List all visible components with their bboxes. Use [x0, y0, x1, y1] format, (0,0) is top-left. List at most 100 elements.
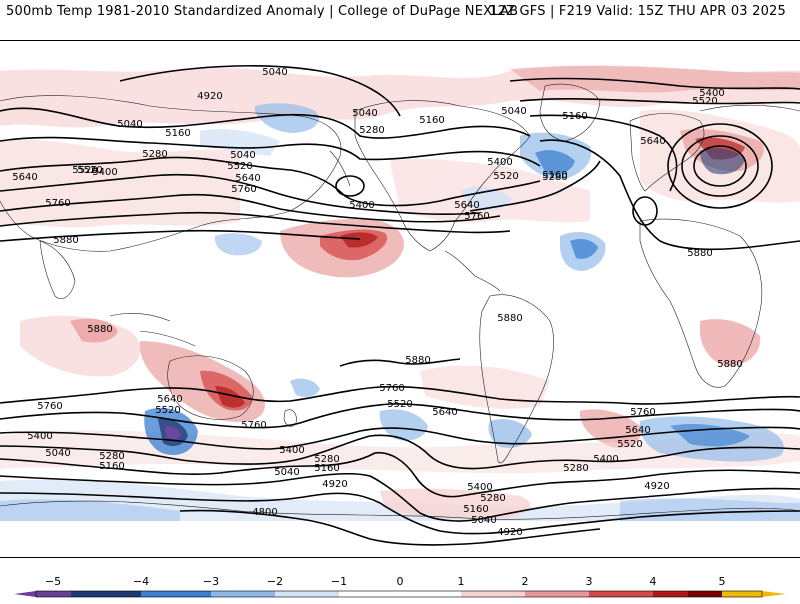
contour-closed-low	[667, 123, 773, 209]
colorbar-tick-label: 0	[397, 575, 404, 588]
coastline-new-zealand	[283, 409, 297, 427]
contour-label: 5040	[230, 150, 255, 161]
colorbar-tick-label: −2	[267, 575, 283, 588]
contour-label: 5040	[501, 106, 526, 117]
colorbar-swatch	[688, 591, 722, 597]
map-title: 500mb Temp 1981-2010 Standardized Anomal…	[6, 4, 519, 19]
contour-line	[0, 211, 511, 234]
coastline-north-america	[354, 100, 531, 252]
contour-label: 5160	[562, 111, 587, 122]
anomaly-shading	[0, 65, 800, 521]
contour-label: 5280	[542, 172, 567, 183]
colorbar-swatch	[653, 591, 688, 597]
contour-line	[0, 492, 800, 535]
contour-label: 5280	[563, 463, 588, 474]
contour-line	[529, 114, 678, 192]
contour-line	[0, 403, 800, 429]
contour-label: 5280	[359, 125, 384, 136]
contour-label: 5640	[640, 136, 665, 147]
colorbar-swatch	[36, 591, 71, 597]
colorbar-outline	[35, 590, 763, 598]
contour-line	[0, 229, 361, 242]
coastline-indonesia	[109, 312, 196, 347]
coastline-india	[39, 240, 76, 300]
anomaly-area	[700, 148, 745, 175]
contour-label: 5640	[432, 407, 457, 418]
contour-label: 5640	[12, 172, 37, 183]
contour-label: 4800	[252, 507, 277, 518]
contour-line	[0, 385, 800, 405]
colorbar-swatch	[275, 591, 339, 597]
contour-label: 4920	[497, 527, 522, 538]
contour-line	[0, 193, 501, 223]
contour-closed-low	[632, 196, 658, 226]
colorbar-swatch	[525, 591, 589, 597]
contour-label: 5760	[241, 420, 266, 431]
coastline-south-america	[479, 294, 554, 464]
coastlines	[0, 83, 800, 520]
anomaly-area	[535, 150, 575, 175]
colorbar-swatch	[722, 591, 762, 597]
contour-line	[0, 136, 541, 167]
contour-label: 5040	[471, 515, 496, 526]
contour-label: 5760	[231, 184, 256, 195]
contour-label: 5160	[419, 115, 444, 126]
contour-line	[0, 426, 800, 450]
contour-label: 5880	[405, 355, 430, 366]
anomaly-area	[0, 139, 240, 228]
contour-line	[0, 472, 800, 522]
colorbar-swatches	[14, 590, 786, 598]
coastline-asia	[0, 95, 800, 252]
anomaly-area	[70, 318, 118, 343]
contour-label: 5640	[157, 394, 182, 405]
contour-label: 5520	[155, 405, 180, 416]
contour-line	[509, 77, 800, 90]
contour-line	[0, 107, 531, 139]
colorbar-tick-label: −4	[133, 575, 149, 588]
anomaly-area	[420, 365, 550, 409]
contour-label: 5400	[27, 431, 52, 442]
contour-line	[0, 173, 481, 216]
contour-label: 5760	[45, 198, 70, 209]
contour-label: 5400	[699, 88, 724, 99]
contour-label: 4920	[644, 481, 669, 492]
colorbar-swatch	[71, 591, 141, 597]
anomaly-area	[200, 129, 280, 156]
colorbar-swatch	[461, 591, 525, 597]
contour-label: 5760	[37, 401, 62, 412]
contour-label: 5520	[72, 165, 97, 176]
anomaly-area	[379, 409, 428, 441]
contour-label: 5160	[542, 170, 567, 181]
contour-line	[119, 65, 401, 117]
anomaly-area	[290, 378, 320, 397]
contour-label: 5520	[617, 439, 642, 450]
model-run-info: 12Z GFS | F219 Valid: 15Z THU APR 03 202…	[489, 4, 786, 19]
contour-label: 5400	[467, 482, 492, 493]
contour-label: 5280	[99, 451, 124, 462]
contour-label: 5760	[464, 211, 489, 222]
contour-label: 5880	[687, 248, 712, 259]
contour-line	[469, 160, 601, 212]
colorbar-tick-label: 1	[458, 575, 465, 588]
height-contours	[0, 65, 800, 546]
contour-label: 5160	[165, 128, 190, 139]
anomaly-area	[0, 499, 180, 521]
contour-label: 5640	[454, 200, 479, 211]
coastline-africa	[639, 218, 763, 388]
contour-label: 5400	[487, 157, 512, 168]
contour-label: 5280	[314, 454, 339, 465]
coastline-japan	[329, 150, 351, 187]
contour-closed-low	[693, 145, 747, 187]
contour-label: 4920	[197, 91, 222, 102]
anomaly-area	[165, 425, 181, 439]
coastline-greenland	[539, 83, 601, 142]
contour-label: 5880	[53, 235, 78, 246]
colorbar-tick-label: 4	[650, 575, 657, 588]
contour-label: 5760	[630, 407, 655, 418]
anomaly-area	[570, 239, 598, 259]
colorbar-swatch	[211, 591, 275, 597]
coastline-europe	[629, 113, 705, 192]
contour-label: 5520	[77, 165, 102, 176]
contour-label: 5400	[279, 445, 304, 456]
contour-line	[0, 451, 800, 498]
